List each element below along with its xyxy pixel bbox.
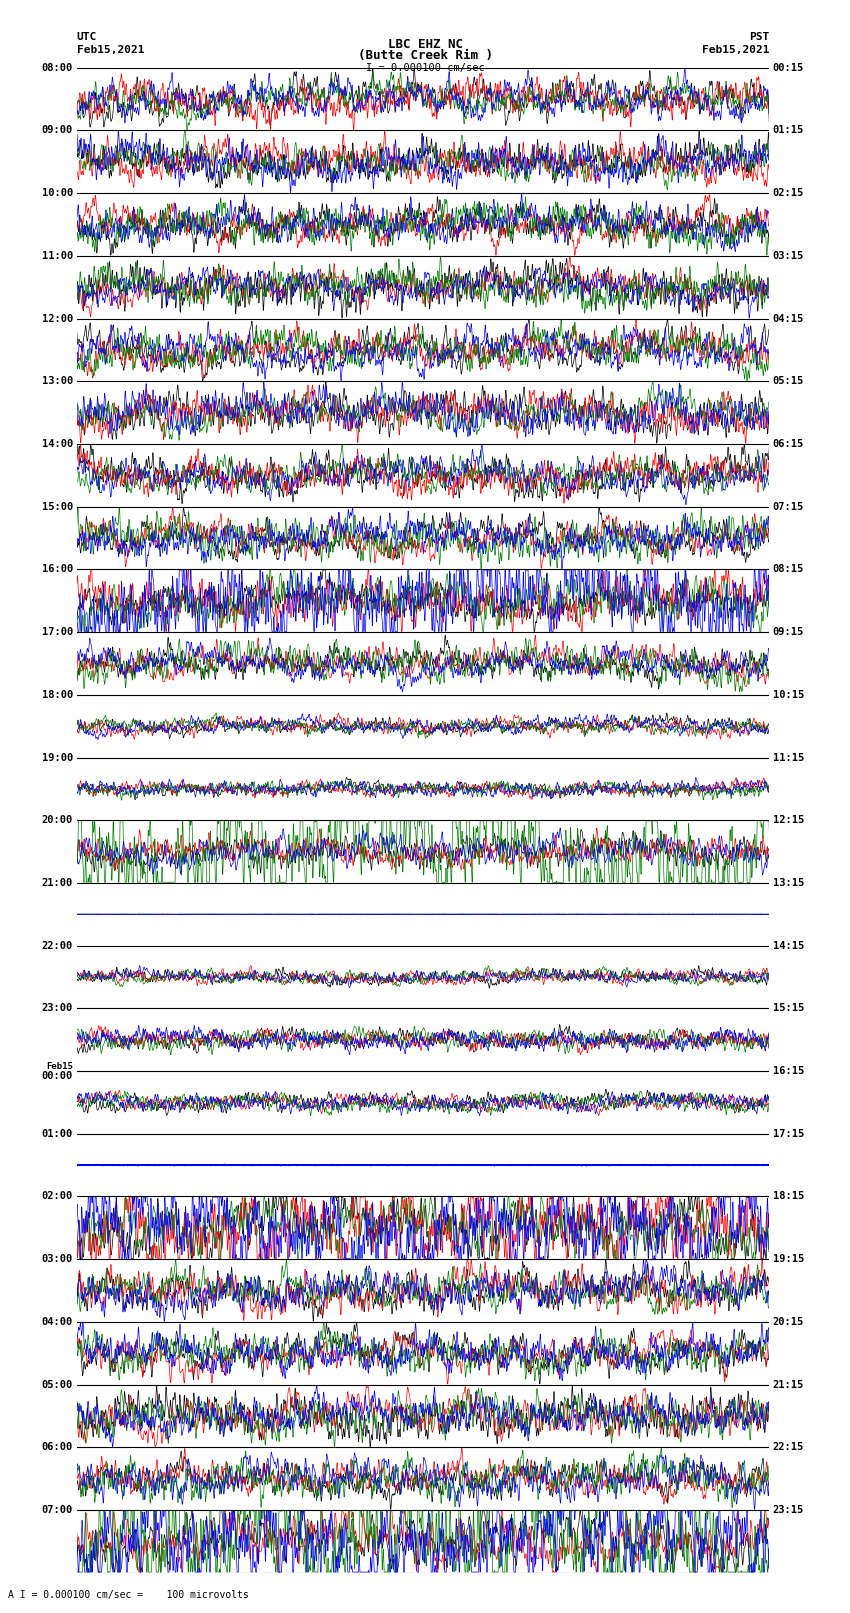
Text: 19:00: 19:00 <box>42 753 73 763</box>
Text: 06:00: 06:00 <box>42 1442 73 1452</box>
Text: 10:00: 10:00 <box>42 189 73 198</box>
Text: 22:15: 22:15 <box>773 1442 804 1452</box>
Text: 00:15: 00:15 <box>773 63 804 73</box>
Text: 07:00: 07:00 <box>42 1505 73 1515</box>
Text: 17:15: 17:15 <box>773 1129 804 1139</box>
Text: 08:15: 08:15 <box>773 565 804 574</box>
Text: 14:00: 14:00 <box>42 439 73 448</box>
Text: PST: PST <box>749 32 769 42</box>
Text: 10:15: 10:15 <box>773 690 804 700</box>
Text: 02:00: 02:00 <box>42 1192 73 1202</box>
Text: 23:00: 23:00 <box>42 1003 73 1013</box>
Text: UTC: UTC <box>76 32 97 42</box>
Text: 03:00: 03:00 <box>42 1255 73 1265</box>
Text: 07:15: 07:15 <box>773 502 804 511</box>
Text: 16:00: 16:00 <box>42 565 73 574</box>
Text: 21:00: 21:00 <box>42 877 73 887</box>
Text: 15:00: 15:00 <box>42 502 73 511</box>
Text: 12:15: 12:15 <box>773 815 804 826</box>
Text: Feb15,2021: Feb15,2021 <box>76 45 144 55</box>
Text: 08:00: 08:00 <box>42 63 73 73</box>
Text: 03:15: 03:15 <box>773 252 804 261</box>
Text: 05:15: 05:15 <box>773 376 804 386</box>
Text: 09:00: 09:00 <box>42 126 73 135</box>
Text: Feb15,2021: Feb15,2021 <box>702 45 769 55</box>
Text: 20:15: 20:15 <box>773 1316 804 1327</box>
Text: 01:15: 01:15 <box>773 126 804 135</box>
Text: 11:15: 11:15 <box>773 753 804 763</box>
Text: 17:00: 17:00 <box>42 627 73 637</box>
Text: 00:00: 00:00 <box>42 1071 73 1081</box>
Text: 16:15: 16:15 <box>773 1066 804 1076</box>
Text: 21:15: 21:15 <box>773 1379 804 1389</box>
Text: 04:00: 04:00 <box>42 1316 73 1327</box>
Text: 09:15: 09:15 <box>773 627 804 637</box>
Text: 12:00: 12:00 <box>42 313 73 324</box>
Text: 22:00: 22:00 <box>42 940 73 950</box>
Text: 18:15: 18:15 <box>773 1192 804 1202</box>
Text: 01:00: 01:00 <box>42 1129 73 1139</box>
Text: A I = 0.000100 cm/sec =    100 microvolts: A I = 0.000100 cm/sec = 100 microvolts <box>8 1590 249 1600</box>
Text: 23:15: 23:15 <box>773 1505 804 1515</box>
Text: 15:15: 15:15 <box>773 1003 804 1013</box>
Text: 06:15: 06:15 <box>773 439 804 448</box>
Text: 14:15: 14:15 <box>773 940 804 950</box>
Text: 04:15: 04:15 <box>773 313 804 324</box>
Text: 13:15: 13:15 <box>773 877 804 887</box>
Text: 13:00: 13:00 <box>42 376 73 386</box>
Text: 20:00: 20:00 <box>42 815 73 826</box>
Text: I = 0.000100 cm/sec: I = 0.000100 cm/sec <box>366 63 484 73</box>
Text: 05:00: 05:00 <box>42 1379 73 1389</box>
Text: 18:00: 18:00 <box>42 690 73 700</box>
Text: (Butte Creek Rim ): (Butte Creek Rim ) <box>358 48 492 63</box>
Text: LBC EHZ NC: LBC EHZ NC <box>388 37 462 50</box>
Text: 11:00: 11:00 <box>42 252 73 261</box>
Text: 19:15: 19:15 <box>773 1255 804 1265</box>
Text: 02:15: 02:15 <box>773 189 804 198</box>
Text: Feb15: Feb15 <box>46 1061 73 1071</box>
